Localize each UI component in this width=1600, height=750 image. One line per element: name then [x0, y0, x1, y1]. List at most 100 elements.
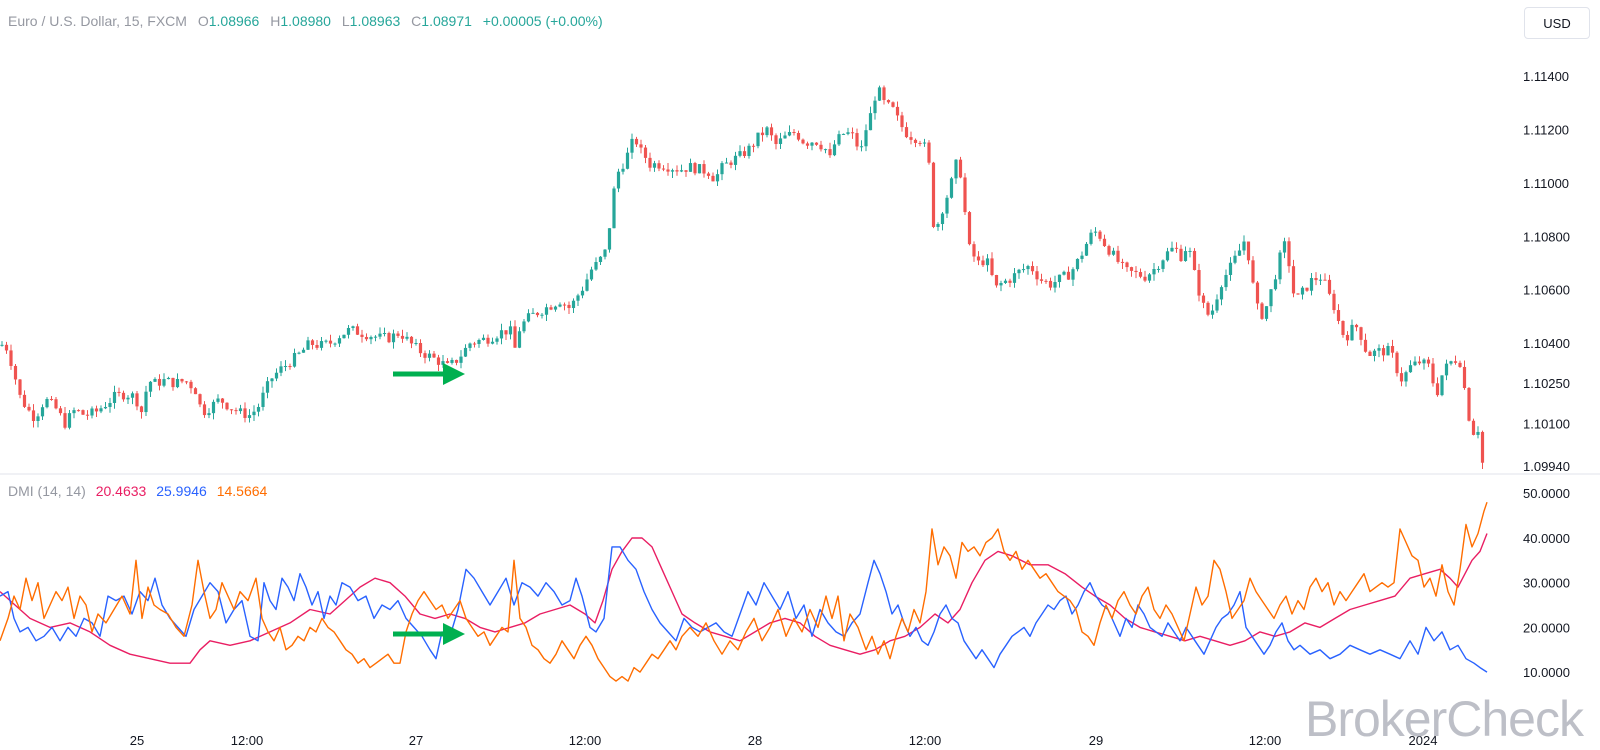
candle — [477, 338, 481, 348]
price-tick-label: 1.11400 — [1523, 69, 1569, 84]
candle — [639, 139, 643, 154]
candle — [1147, 273, 1152, 283]
candle — [418, 339, 423, 357]
dmi-axis[interactable]: 50.0000 40.0000 30.0000 20.0000 10.0000 — [1523, 486, 1570, 680]
candle — [1458, 360, 1462, 368]
candle — [1219, 285, 1224, 306]
candle — [1206, 301, 1210, 317]
currency-button[interactable]: USD — [1524, 7, 1590, 39]
candle — [787, 125, 792, 137]
candle — [139, 405, 144, 419]
high-value: 1.08980 — [280, 13, 331, 29]
candle — [936, 222, 940, 231]
candle — [940, 212, 945, 231]
candle — [463, 344, 468, 357]
candle — [288, 363, 292, 370]
candle — [1066, 266, 1071, 280]
symbol-header: Euro / U.S. Dollar, 15, FXCM O1.08966 H1… — [8, 13, 603, 29]
candle — [1435, 377, 1440, 397]
candle — [171, 377, 175, 391]
candle — [351, 325, 355, 331]
time-tick-label: 2024 — [1409, 733, 1438, 748]
symbol-title[interactable]: Euro / U.S. Dollar, 15, FXCM — [8, 13, 187, 29]
candle — [738, 145, 742, 158]
candle — [1035, 266, 1039, 286]
candle — [868, 106, 873, 131]
candle — [904, 122, 909, 139]
price-axis[interactable]: 1.11400 1.11200 1.11000 1.10800 1.10600 1.104… — [1523, 69, 1570, 474]
candle — [189, 379, 193, 394]
change-value: +0.00005 (+0.00%) — [482, 13, 603, 29]
candle — [652, 160, 657, 172]
price-pane[interactable] — [0, 85, 1485, 469]
candle — [531, 308, 535, 314]
candle — [337, 335, 342, 347]
candle — [36, 413, 40, 428]
candle — [1395, 351, 1399, 377]
candle — [1341, 320, 1345, 338]
candle — [1404, 370, 1408, 387]
candle — [837, 130, 841, 147]
candle — [459, 350, 463, 369]
dmi-pane[interactable] — [0, 501, 1488, 682]
candle — [1093, 227, 1098, 237]
candle — [378, 327, 382, 340]
candle — [387, 331, 391, 344]
candle — [490, 337, 495, 345]
candle — [1251, 256, 1255, 284]
candle — [765, 125, 769, 138]
candle — [1228, 257, 1233, 281]
candle — [252, 405, 256, 422]
candle — [1422, 358, 1426, 370]
candle — [27, 403, 31, 412]
candle — [891, 101, 895, 108]
time-tick-label: 29 — [1089, 733, 1103, 748]
candle — [13, 364, 18, 385]
candle — [945, 195, 949, 218]
candle — [1197, 263, 1201, 302]
candle — [693, 161, 697, 176]
candle — [1246, 241, 1251, 265]
indicator-legend[interactable]: DMI (14, 14) 20.4633 25.9946 14.5664 — [8, 483, 273, 499]
candle — [1143, 270, 1147, 283]
candle — [1471, 418, 1476, 436]
candle — [783, 131, 787, 139]
candle — [1462, 360, 1467, 390]
price-tick-label: 1.10250 — [1523, 376, 1570, 391]
candle — [202, 401, 207, 418]
time-axis[interactable]: 25 12:00 27 12:00 28 12:00 29 12:00 2024 — [130, 733, 1438, 748]
time-tick-label: 27 — [409, 733, 423, 748]
dmi-adx-line — [0, 533, 1488, 664]
candle — [1368, 350, 1372, 357]
candle — [508, 320, 513, 340]
candle — [1062, 270, 1066, 276]
indicator-name[interactable]: DMI (14, 14) — [8, 483, 86, 499]
open-value: 1.08966 — [208, 13, 260, 29]
candle — [198, 393, 202, 408]
candle — [1296, 293, 1300, 295]
candle — [1399, 367, 1404, 387]
candle — [153, 377, 157, 382]
dmi-arrow-annotation — [393, 623, 465, 645]
candle — [1480, 430, 1485, 469]
candle — [1183, 246, 1188, 262]
candle — [1138, 268, 1143, 279]
candle — [1323, 273, 1327, 281]
candle — [616, 168, 621, 193]
candle — [1210, 304, 1215, 319]
candle — [211, 399, 216, 420]
candle — [1273, 274, 1278, 291]
candle — [1314, 272, 1318, 286]
candle — [1102, 234, 1107, 248]
candle — [108, 397, 112, 413]
candle — [409, 335, 414, 349]
candle — [1431, 358, 1435, 387]
candle — [414, 338, 418, 346]
candle — [909, 131, 913, 145]
candle — [247, 409, 252, 423]
candle — [873, 96, 877, 120]
candle — [234, 407, 238, 415]
candle — [571, 298, 576, 313]
time-tick-label: 12:00 — [569, 733, 602, 748]
